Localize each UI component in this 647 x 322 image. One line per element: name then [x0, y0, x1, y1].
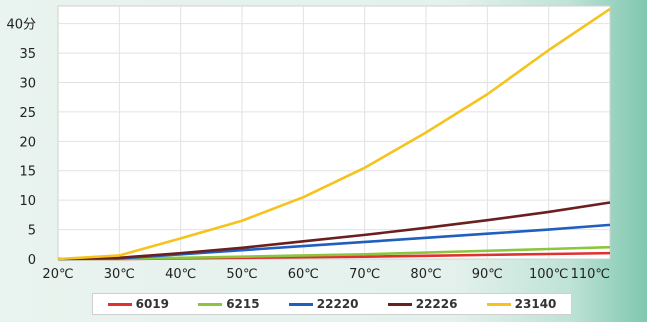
legend-swatch — [107, 302, 132, 306]
x-tick-label: 30℃ — [104, 267, 135, 282]
legend-label: 23140 — [514, 297, 557, 311]
y-tick-label: 35 — [19, 47, 36, 62]
legend-swatch — [387, 302, 412, 306]
x-tick-label: 40℃ — [165, 267, 196, 282]
x-tick-label: 110℃ — [571, 267, 610, 282]
legend-swatch — [288, 302, 313, 306]
y-tick-label: 30 — [19, 76, 36, 91]
legend: 6019 6215 22220 22226 23140 — [92, 293, 572, 315]
legend-item-22226: 22226 — [387, 297, 458, 311]
legend-label: 6215 — [226, 297, 260, 311]
y-tick-label: 15 — [19, 165, 36, 180]
legend-item-6019: 6019 — [107, 297, 169, 311]
legend-swatch — [486, 302, 511, 306]
legend-label: 22220 — [316, 297, 359, 311]
x-tick-label: 80℃ — [410, 267, 441, 282]
series-line-22226 — [57, 201, 611, 261]
x-tick-label: 20℃ — [42, 267, 73, 282]
series-line-23140 — [57, 7, 611, 261]
legend-label: 6019 — [135, 297, 169, 311]
x-axis-tick-labels: 20℃ 30℃ 40℃ 50℃ 60℃ 70℃ 80℃ 90℃ 100℃ 110℃ — [42, 267, 610, 282]
x-tick-label: 70℃ — [349, 267, 380, 282]
y-axis-tick-labels: 0 5 10 15 20 25 30 35 40分 — [6, 18, 36, 268]
y-tick-label: 20 — [19, 135, 36, 150]
series-lines — [57, 7, 611, 261]
y-tick-label: 10 — [19, 194, 36, 209]
x-tick-label: 50℃ — [226, 267, 257, 282]
x-tick-label: 60℃ — [288, 267, 319, 282]
y-tick-label: 0 — [28, 253, 36, 268]
y-tick-label: 25 — [19, 106, 36, 121]
y-tick-label: 40分 — [6, 18, 36, 33]
legend-item-6215: 6215 — [198, 297, 260, 311]
legend-swatch — [198, 302, 223, 306]
legend-item-22220: 22220 — [288, 297, 359, 311]
x-tick-label: 90℃ — [472, 267, 503, 282]
legend-label: 22226 — [415, 297, 458, 311]
plot-area — [57, 5, 611, 260]
x-tick-label: 100℃ — [529, 267, 568, 282]
series-line-6215 — [58, 245, 611, 261]
y-tick-label: 5 — [28, 224, 36, 239]
legend-item-23140: 23140 — [486, 297, 557, 311]
